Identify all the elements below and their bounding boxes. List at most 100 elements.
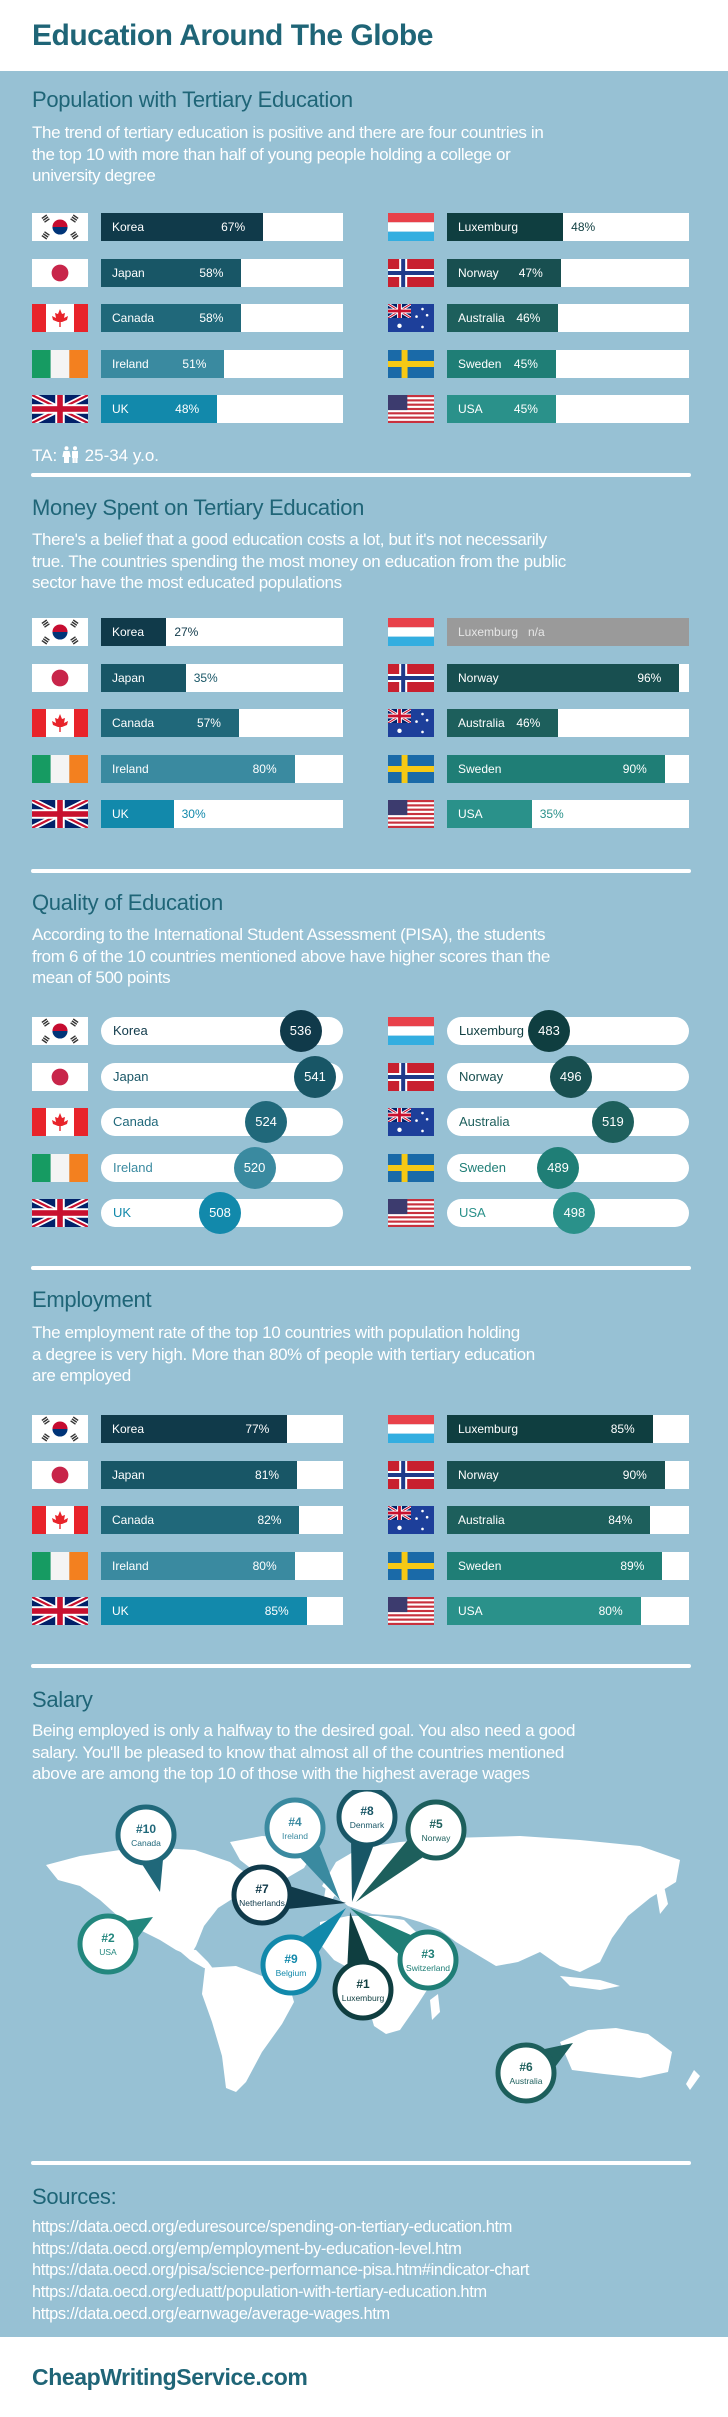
map-japan-island [656, 1886, 668, 1914]
bubble-pointer [347, 1912, 371, 1969]
description-line: university degree [32, 166, 156, 186]
rank-number: #10 [136, 1822, 156, 1836]
score-marker: 483 [528, 1010, 570, 1052]
salary-rank-bubble: #2 USA [77, 1913, 153, 1975]
bar-fill [447, 754, 665, 783]
rank-number: #8 [360, 1804, 374, 1818]
flag-usa-icon [388, 395, 434, 423]
flag-norway-icon [388, 1062, 434, 1091]
description-line: mean of 500 points [32, 968, 171, 988]
bar-value: 30% [181, 807, 206, 821]
flag-luxembourg-icon [388, 213, 434, 242]
map-australia [560, 2028, 672, 2078]
description-line: the top 10 with more than half of young … [32, 144, 511, 164]
bar-value: 80% [598, 1604, 623, 1618]
score-track: Ireland 520 [101, 1146, 343, 1189]
flag-ireland-icon [32, 1153, 89, 1182]
country-name: Ireland [113, 1159, 153, 1175]
section-heading: Employment [32, 1287, 152, 1312]
map-south-america [202, 1966, 294, 2092]
bar-value: 46% [516, 311, 541, 325]
rank-country: Ireland [282, 1831, 308, 1841]
source-link[interactable]: https://data.oecd.org/emp/employment-by-… [32, 2239, 462, 2258]
section-divider [31, 869, 691, 873]
section-heading: Salary [32, 1687, 93, 1712]
bar-value: 85% [264, 1604, 289, 1618]
country-name: Norway [458, 265, 499, 280]
country-name: Ireland [112, 761, 149, 776]
map-north-america [46, 1848, 250, 1956]
flag-norway-icon [388, 1460, 434, 1489]
bar-value: 85% [610, 1422, 635, 1436]
rank-country: Belgium [276, 1968, 307, 1978]
flag-south-korea-icon [32, 618, 88, 646]
rank-number: #1 [356, 1977, 370, 1991]
salary-rank-bubble: #9 Belgium [260, 1908, 346, 1996]
flag-australia-icon [388, 304, 434, 332]
value-bar: Canada 58% [101, 304, 343, 332]
flag-canada-icon [32, 1506, 88, 1534]
salary-rank-bubble: #3 Switzerland [350, 1908, 459, 1991]
bubble-pointer [284, 1885, 346, 1910]
country-name: Sweden [458, 761, 502, 776]
rank-country: Australia [509, 2076, 542, 2086]
country-name: Korea [112, 220, 145, 234]
flag-usa-icon [388, 1597, 434, 1625]
bar-value: 45% [513, 402, 538, 416]
value-bar: USA 45% [447, 395, 689, 423]
flag-japan-icon [32, 1062, 88, 1091]
bar-fill [447, 1415, 653, 1443]
score-track: Canada 524 [101, 1101, 343, 1143]
bar-value: 35% [539, 807, 564, 821]
bar-fill [447, 663, 680, 692]
value-bar: Ireland 51% [101, 349, 343, 378]
bar-fill [101, 800, 174, 828]
score-marker: 489 [536, 1146, 579, 1189]
footer-brand[interactable]: CheapWritingService.com [32, 2364, 308, 2390]
bar-fill [101, 754, 295, 783]
bubble-circle [397, 1929, 459, 1991]
score-track: Sweden 489 [447, 1146, 689, 1189]
flag-norway-icon [388, 258, 434, 287]
country-name: Luxemburg [458, 625, 519, 639]
bar-fill [447, 395, 556, 423]
country-name: USA [458, 807, 483, 821]
rank-number: #3 [421, 1947, 435, 1961]
rank-country: Canada [131, 1838, 161, 1848]
flag-usa-icon [388, 1199, 434, 1227]
source-link[interactable]: https://data.oecd.org/eduresource/spendi… [32, 2218, 513, 2236]
bar-value: 58% [199, 265, 224, 280]
bar-fill [447, 1460, 665, 1489]
bar-fill [101, 709, 239, 737]
bubble-pointer [356, 1837, 427, 1902]
flag-sweden-icon [388, 349, 434, 378]
salary-rank-bubble: #1 Luxemburg [332, 1912, 394, 2021]
map-indonesia [560, 1976, 620, 1990]
country-name: UK [112, 402, 129, 416]
bar-fill [101, 1460, 298, 1489]
country-name: USA [458, 402, 483, 416]
source-link[interactable]: https://data.oecd.org/earnwage/average-w… [32, 2304, 390, 2323]
flag-uk-icon [30, 797, 90, 831]
value-bar: Norway 90% [447, 1460, 689, 1489]
source-link[interactable]: https://data.oecd.org/pisa/science-perfo… [32, 2261, 530, 2280]
bar-value: 47% [518, 265, 543, 280]
country-name: Japan [112, 265, 145, 280]
flag-ireland-icon [32, 349, 89, 378]
source-link[interactable]: https://data.oecd.org/eduatt/population-… [32, 2283, 487, 2302]
flag-norway-icon [388, 663, 434, 692]
country-name: Australia [458, 716, 505, 730]
bar-fill [447, 800, 532, 828]
description-line: are employed [32, 1366, 131, 1386]
country-name: Luxemburg [458, 220, 519, 234]
flag-canada-icon [32, 1108, 88, 1136]
country-name: Canada [112, 716, 155, 730]
bar-value: 80% [252, 1558, 277, 1573]
bar-value: 67% [221, 220, 246, 234]
country-name: USA [459, 1205, 486, 1220]
bar-fill [101, 395, 218, 423]
flag-japan-icon [32, 258, 88, 287]
value-bar: USA 80% [447, 1597, 689, 1625]
flag-luxembourg-icon [388, 1415, 434, 1444]
value-bar: Sweden 90% [447, 754, 689, 783]
